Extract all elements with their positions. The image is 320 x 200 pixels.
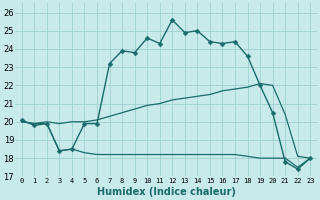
X-axis label: Humidex (Indice chaleur): Humidex (Indice chaleur) — [97, 187, 236, 197]
